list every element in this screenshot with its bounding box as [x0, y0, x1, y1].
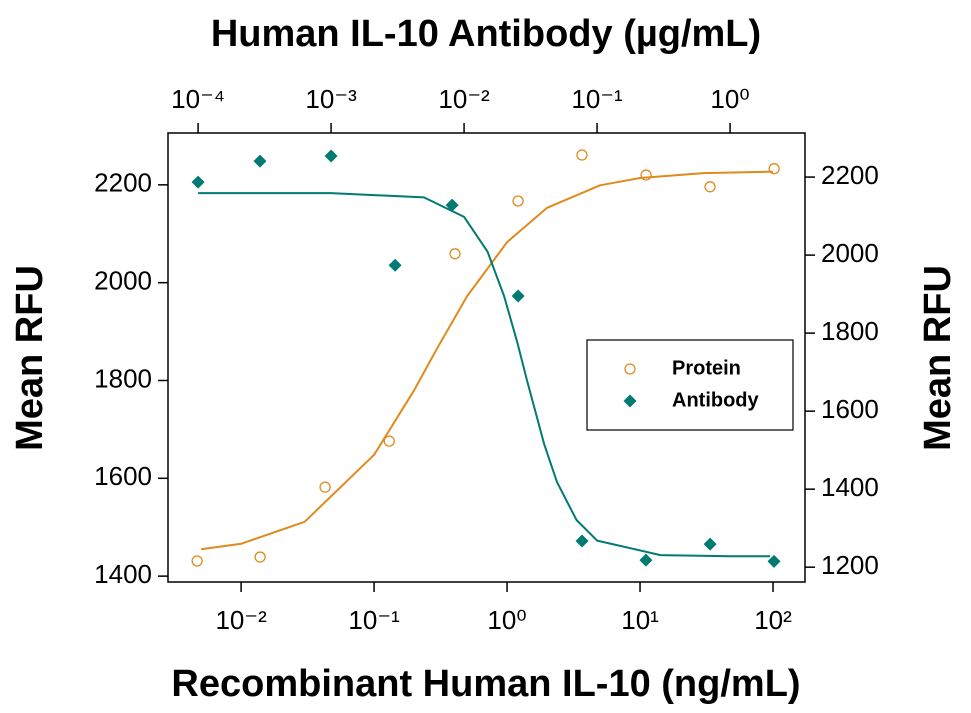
y2-tick-label: 1200 — [821, 550, 879, 580]
y2-axis-title: Mean RFU — [917, 265, 959, 451]
x-tick-label: 10² — [754, 605, 792, 635]
plot-frame — [167, 132, 806, 583]
data-point — [449, 248, 461, 260]
y-tick-label: 2200 — [94, 168, 152, 198]
y2-tick-label: 2000 — [821, 238, 879, 268]
data-point — [191, 175, 205, 189]
data-point — [640, 169, 652, 181]
x2-tick-label: 10⁻² — [438, 84, 490, 114]
y-tick-label: 1600 — [94, 461, 152, 491]
y2-tick-label: 1600 — [821, 394, 879, 424]
x2-tick-label: 10⁻¹ — [571, 84, 623, 114]
legend-label: Antibody — [672, 389, 760, 411]
data-point — [512, 195, 524, 207]
x2-tick-label: 10⁰ — [710, 84, 749, 114]
data-point — [383, 435, 395, 447]
x-tick-label: 10¹ — [621, 605, 659, 635]
data-point — [703, 537, 717, 551]
data-point — [768, 163, 780, 175]
data-point — [511, 289, 525, 303]
legend-label: Protein — [672, 357, 741, 379]
data-point — [254, 551, 266, 563]
x2-tick-label: 10⁻⁴ — [171, 84, 225, 114]
x2-tick-label: 10⁻³ — [305, 84, 357, 114]
data-point — [575, 534, 589, 548]
data-point — [324, 149, 338, 163]
x-tick-label: 10⁻² — [215, 605, 267, 635]
x-axis-title: Recombinant Human IL-10 (ng/mL) — [171, 663, 800, 705]
legend-marker — [624, 363, 636, 375]
y-tick-label: 2000 — [94, 266, 152, 296]
chart-title: Human IL-10 Antibody (µg/mL) — [211, 13, 761, 55]
data-point — [704, 181, 716, 193]
data-point — [576, 149, 588, 161]
data-point — [445, 198, 459, 212]
legend-marker — [623, 394, 637, 408]
y-tick-label: 1400 — [94, 559, 152, 589]
data-point — [388, 258, 402, 272]
fit-curve — [200, 170, 774, 551]
y-axis-title: Mean RFU — [9, 265, 51, 451]
fit-curve — [198, 192, 771, 558]
data-point — [319, 481, 331, 493]
y2-tick-label: 1800 — [821, 316, 879, 346]
y2-tick-label: 1400 — [821, 472, 879, 502]
y-tick-label: 1800 — [94, 363, 152, 393]
x-tick-label: 10⁰ — [487, 605, 526, 635]
data-point — [639, 553, 653, 567]
data-point — [767, 554, 781, 568]
x-tick-label: 10⁻¹ — [348, 605, 400, 635]
data-point — [253, 154, 267, 168]
legend-box — [586, 339, 794, 431]
y2-tick-label: 2200 — [821, 160, 879, 190]
data-point — [191, 555, 203, 567]
